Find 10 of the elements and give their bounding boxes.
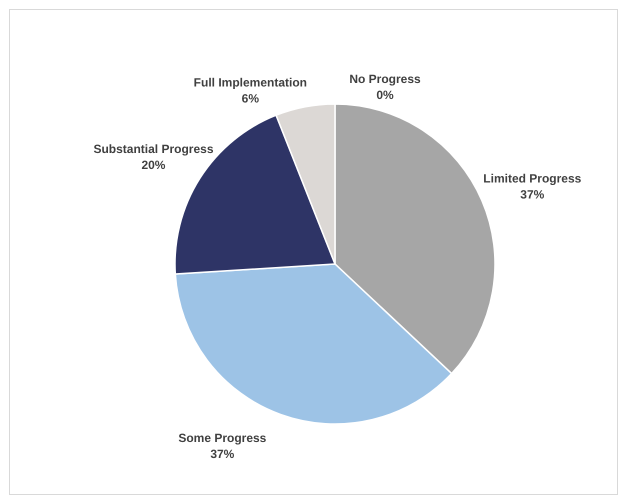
category-label: No Progress <box>349 72 421 86</box>
slice-label: Some Progress <box>178 431 267 446</box>
data-label: 20% <box>141 158 166 172</box>
data-label: 6% <box>242 91 260 106</box>
slice-label: Substantial Progress <box>93 142 214 156</box>
data-label: 37% <box>210 447 235 462</box>
data-label: 37% <box>520 188 545 202</box>
slice-label: Limited Progress <box>483 172 582 186</box>
text: 0% <box>376 88 394 102</box>
slice-label: Full Implementation <box>194 75 308 90</box>
